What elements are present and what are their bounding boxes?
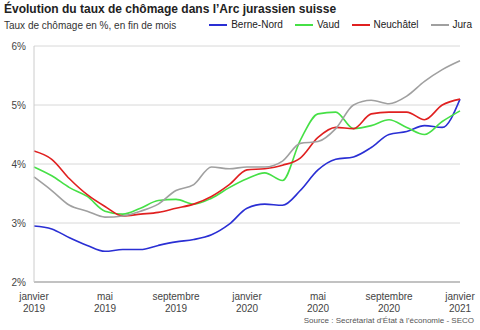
html-text:Vaud: Vaud <box>316 19 340 30</box>
html-text:Évolution du taux de chômage d: Évolution du taux de chômage dans l’Arc … <box>4 2 337 16</box>
svg-text:mai2020: mai2020 <box>307 291 330 314</box>
html-text:Taux de chômage en %, en fin d: Taux de chômage en %, en fin de mois <box>4 20 177 31</box>
html-text:Source : Secrétariat d’État à: Source : Secrétariat d’État à l’économie… <box>303 316 474 325</box>
svg-text:6%: 6% <box>12 41 27 52</box>
svg-text:4%: 4% <box>12 159 27 170</box>
html-text:Berne-Nord: Berne-Nord <box>231 19 283 30</box>
svg-text:janvier2019: janvier2019 <box>18 291 49 314</box>
svg-text:septembre2019: septembre2019 <box>152 291 200 314</box>
svg-text:3%: 3% <box>12 218 27 229</box>
svg-text:mai2019: mai2019 <box>94 291 117 314</box>
html-text:Neuchâtel: Neuchâtel <box>373 19 419 30</box>
svg-text:janvier2020: janvier2020 <box>231 291 262 314</box>
html-text:Jura: Jura <box>452 19 472 30</box>
svg-text:janvier2021: janvier2021 <box>444 291 472 314</box>
svg-text:septembre2020: septembre2020 <box>365 291 413 314</box>
svg-text:2%: 2% <box>12 277 27 288</box>
svg-text:5%: 5% <box>12 100 27 111</box>
